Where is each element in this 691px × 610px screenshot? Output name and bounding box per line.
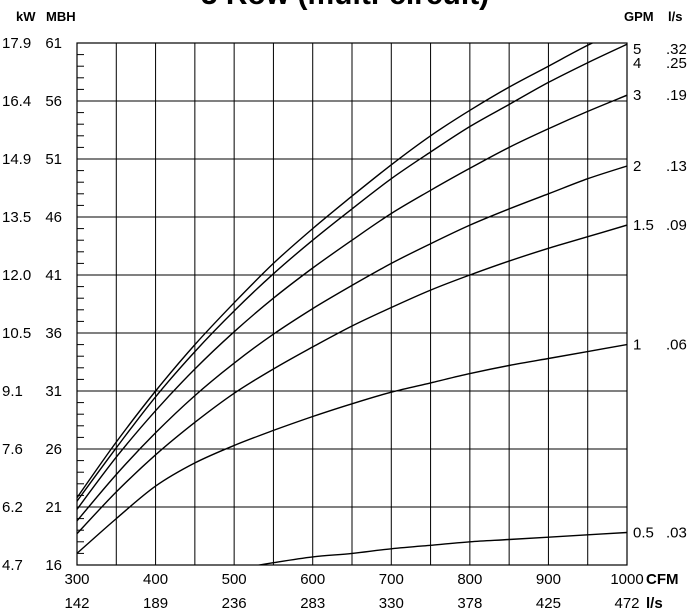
y-tick-label-mbh: 61 — [45, 35, 62, 52]
series-label-ls: .09 — [666, 217, 687, 234]
x-tick-label-ls: 425 — [536, 595, 561, 610]
series-label-ls: .13 — [666, 158, 687, 175]
series-label-gpm: 1.5 — [633, 217, 654, 234]
series-label-gpm: 4 — [633, 55, 641, 72]
x-tick-label-ls: 283 — [300, 595, 325, 610]
series-label-ls: .03 — [666, 525, 687, 542]
x-tick-label-cfm: 500 — [222, 571, 247, 588]
y-tick-label-kw: 14.9 — [2, 151, 31, 168]
plot-frame — [76, 42, 628, 566]
series-line-0-5-gpm — [255, 531, 627, 565]
x-tick-label-ls: 189 — [143, 595, 168, 610]
series-line-2-gpm — [77, 165, 627, 522]
series-label-ls: .25 — [666, 55, 687, 72]
x-tick-label-cfm: 600 — [300, 571, 325, 588]
series-line-1-5-gpm — [77, 224, 627, 535]
y-tick-label-mbh: 51 — [45, 151, 62, 168]
x-tick-label-cfm: 800 — [457, 571, 482, 588]
y-unit-mbh: MBH — [46, 9, 76, 24]
y-tick-label-kw: 4.7 — [2, 557, 23, 574]
x-tick-label-ls: 330 — [379, 595, 404, 610]
x-tick-label-ls: 472 — [614, 595, 639, 610]
x-tick-label-cfm: 700 — [379, 571, 404, 588]
y-tick-label-mbh: 26 — [45, 441, 62, 458]
series-label-ls: .06 — [666, 337, 687, 354]
y-tick-label-mbh: 36 — [45, 325, 62, 342]
y-tick-label-kw: 13.5 — [2, 209, 31, 226]
series-line-3-gpm — [77, 94, 627, 510]
series-label-gpm: 0.5 — [633, 525, 654, 542]
x-unit-cfm: CFM — [646, 571, 679, 588]
x-tick-label-cfm: 900 — [536, 571, 561, 588]
y-tick-label-mbh: 31 — [45, 383, 62, 400]
x-tick-label-ls: 378 — [457, 595, 482, 610]
y-tick-label-mbh: 16 — [45, 557, 62, 574]
series-label-gpm: 2 — [633, 158, 641, 175]
series-line-5-gpm — [77, 43, 594, 499]
x-tick-label-ls: 236 — [222, 595, 247, 610]
y-tick-label-mbh: 56 — [45, 93, 62, 110]
series-label-gpm: 1 — [633, 337, 641, 354]
y-tick-label-kw: 17.9 — [2, 35, 31, 52]
series-label-ls: .32 — [666, 41, 687, 58]
y-tick-label-mbh: 41 — [45, 267, 62, 284]
y-tick-label-mbh: 46 — [45, 209, 62, 226]
y-tick-label-kw: 10.5 — [2, 325, 31, 342]
right-header-ls: l/s — [668, 9, 682, 24]
y-tick-label-kw: 6.2 — [2, 499, 23, 516]
x-unit-ls: l/s — [646, 595, 663, 610]
series-line-1-gpm — [77, 343, 627, 554]
y-tick-label-kw: 16.4 — [2, 93, 31, 110]
right-header-gpm: GPM — [624, 9, 654, 24]
y-tick-label-kw: 7.6 — [2, 441, 23, 458]
series-label-gpm: 3 — [633, 87, 641, 104]
y-tick-label-kw: 9.1 — [2, 383, 23, 400]
series-label-ls: .19 — [666, 87, 687, 104]
x-tick-label-cfm: 1000 — [610, 571, 643, 588]
chart-title: 5 Row (multi-circuit) — [201, 0, 489, 11]
x-tick-label-cfm: 400 — [143, 571, 168, 588]
y-tick-label-kw: 12.0 — [2, 267, 31, 284]
series-line-4-gpm — [77, 43, 627, 502]
x-tick-label-ls: 142 — [64, 595, 89, 610]
series-label-gpm: 5 — [633, 41, 641, 58]
x-tick-label-cfm: 300 — [64, 571, 89, 588]
y-unit-kw: kW — [16, 9, 36, 24]
y-tick-label-mbh: 21 — [45, 499, 62, 516]
